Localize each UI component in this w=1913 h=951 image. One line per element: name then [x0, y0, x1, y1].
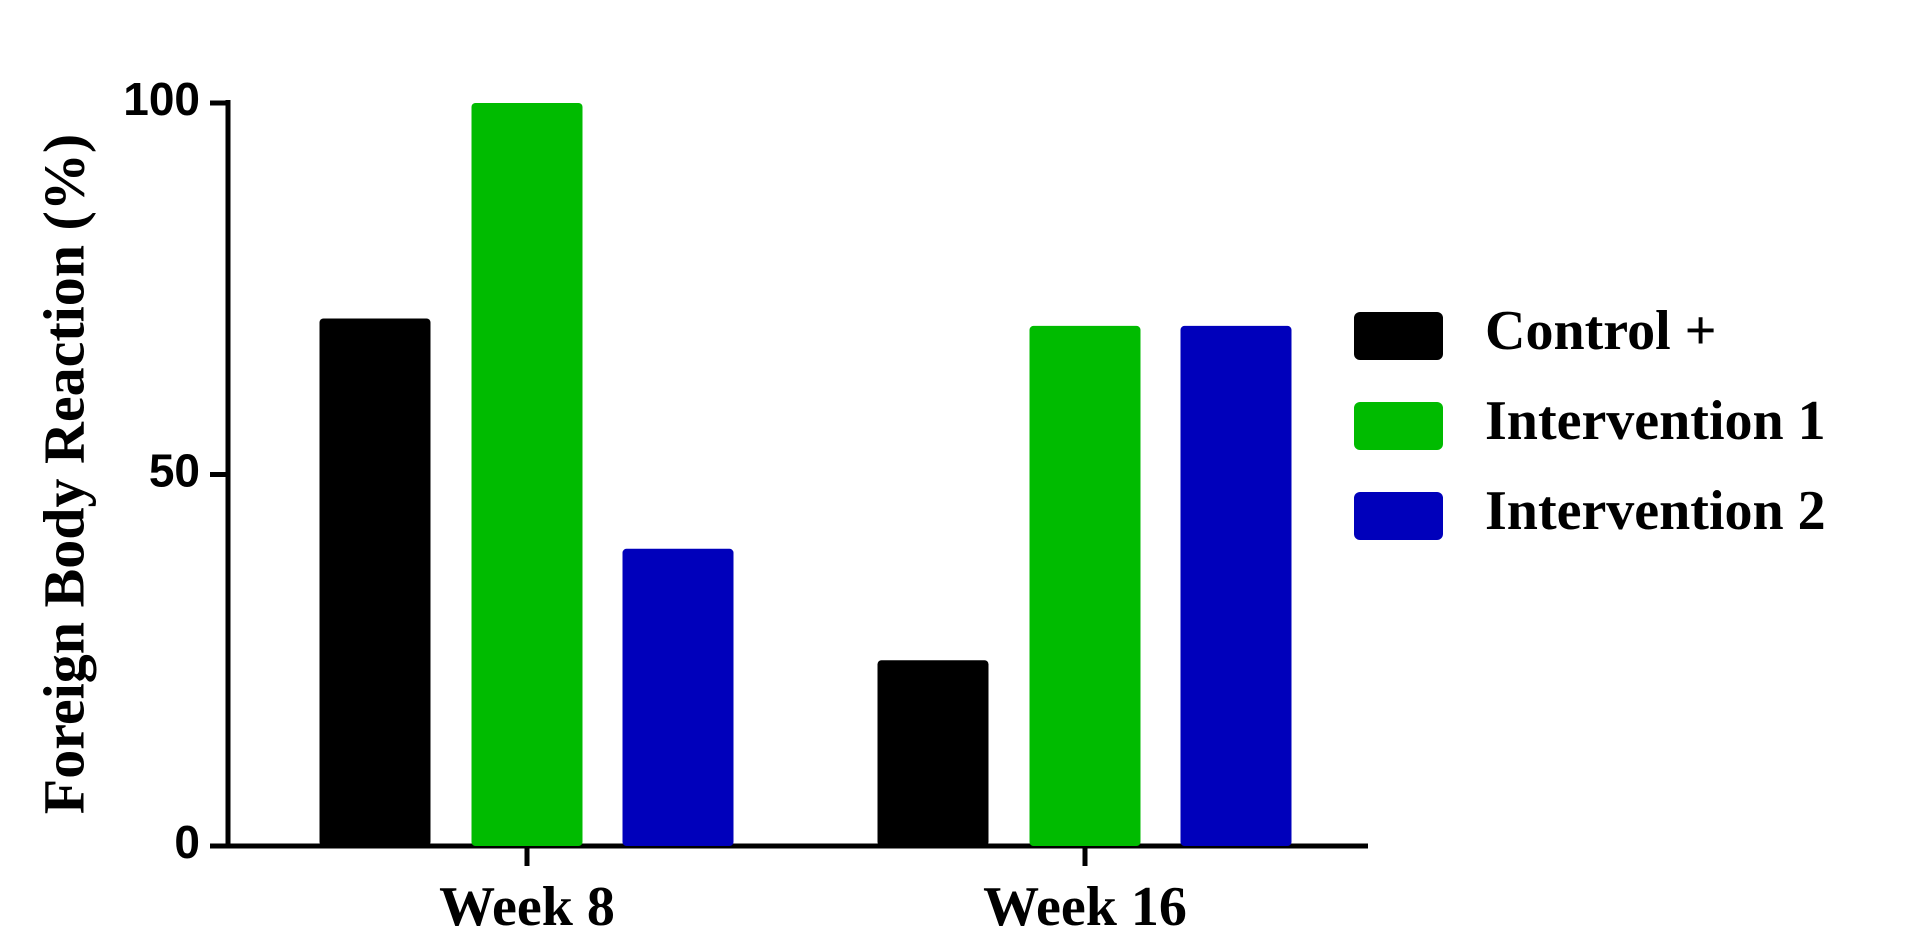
- x-tick-label: Week 8: [439, 876, 615, 938]
- legend-swatch: [1354, 312, 1443, 360]
- legend-swatch: [1354, 402, 1443, 450]
- bar: [471, 103, 583, 846]
- legend-label: Control +: [1485, 300, 1717, 362]
- y-tick-label: 50: [149, 445, 200, 497]
- bar: [877, 660, 989, 846]
- legend-label: Intervention 2: [1485, 480, 1826, 542]
- legend-swatch: [1354, 492, 1443, 540]
- bar: [1180, 325, 1292, 846]
- bar: [319, 318, 431, 847]
- x-tick-label: Week 16: [983, 876, 1187, 938]
- y-tick-label: 0: [174, 816, 200, 868]
- y-axis-label: Foreign Body Reaction (%): [31, 134, 96, 814]
- bar: [1029, 325, 1141, 846]
- legend-label: Intervention 1: [1485, 390, 1826, 452]
- y-tick-label: 100: [123, 73, 200, 125]
- bar: [622, 548, 734, 846]
